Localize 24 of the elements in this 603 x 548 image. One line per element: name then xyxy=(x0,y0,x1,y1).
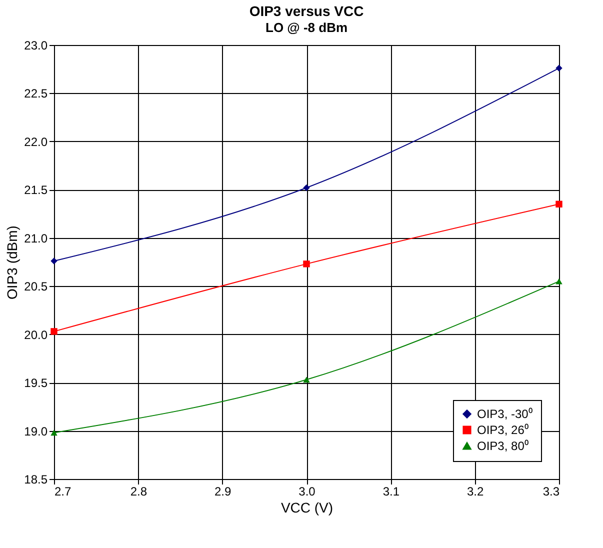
x-tick-label: 3.1 xyxy=(382,484,400,498)
x-tick-label: 3.2 xyxy=(466,484,484,498)
y-tick-label: 20.5 xyxy=(24,280,48,294)
chart-title: OIP3 versus VCC xyxy=(249,3,364,19)
x-tick-label: 2.7 xyxy=(54,484,72,498)
legend-label: OIP3, 80⁰ xyxy=(477,439,528,453)
chart-subtitle: LO @ -8 dBm xyxy=(265,20,348,35)
y-tick-label: 18.5 xyxy=(24,472,48,486)
x-axis-title: VCC (V) xyxy=(280,500,334,516)
y-tick-label: 22.5 xyxy=(24,86,48,101)
legend-label: OIP3, 26⁰ xyxy=(477,423,528,437)
x-tick-label: 2.8 xyxy=(130,484,148,498)
y-tick-label: 22.0 xyxy=(24,134,48,149)
x-tick-label: 3.3 xyxy=(542,484,560,498)
y-tick-label: 19.5 xyxy=(24,376,48,390)
y-tick-label: 19.0 xyxy=(24,424,48,438)
legend-label: OIP3, -30⁰ xyxy=(477,407,532,421)
x-tick-label: 3.0 xyxy=(298,484,316,498)
y-tick-label: 23.0 xyxy=(24,38,48,52)
y-tick-label: 21.0 xyxy=(24,231,48,246)
y-tick-label: 20.0 xyxy=(24,328,48,342)
y-axis-title: OIP3 (dBm) xyxy=(4,226,20,300)
y-tick-label: 21.5 xyxy=(24,183,48,198)
x-tick-label: 2.9 xyxy=(214,484,232,498)
